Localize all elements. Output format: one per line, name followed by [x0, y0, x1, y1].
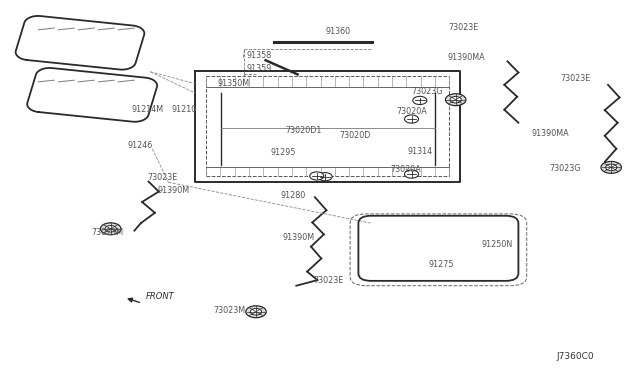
Text: 73023E: 73023E	[314, 276, 344, 285]
Text: 73023G: 73023G	[412, 87, 443, 96]
Circle shape	[318, 173, 332, 181]
Text: 91275: 91275	[429, 260, 454, 269]
Text: 73020D: 73020D	[339, 131, 371, 140]
Text: 73023M: 73023M	[92, 228, 124, 237]
Text: 73023M: 73023M	[214, 306, 246, 315]
Text: 73020D1: 73020D1	[285, 126, 322, 135]
Text: 91295: 91295	[271, 148, 296, 157]
Text: 91280: 91280	[280, 191, 305, 200]
Circle shape	[413, 96, 427, 105]
Text: 73023E: 73023E	[448, 23, 478, 32]
Text: 73023E: 73023E	[560, 74, 590, 83]
Text: 73020A: 73020A	[397, 107, 428, 116]
Circle shape	[310, 172, 324, 180]
Text: 91358: 91358	[246, 51, 271, 60]
Text: 91359: 91359	[246, 64, 272, 73]
Text: 91390M: 91390M	[283, 233, 315, 242]
Text: 91390M: 91390M	[157, 186, 189, 195]
Text: 73023E: 73023E	[147, 173, 177, 182]
Text: 91246: 91246	[128, 141, 153, 150]
Circle shape	[246, 306, 266, 318]
Text: FRONT: FRONT	[146, 292, 175, 301]
Text: 91250N: 91250N	[481, 240, 513, 249]
Text: 73020A: 73020A	[390, 165, 421, 174]
Text: 91390MA: 91390MA	[448, 53, 486, 62]
Text: J7360C0: J7360C0	[557, 352, 595, 361]
Circle shape	[445, 94, 466, 106]
Circle shape	[605, 164, 617, 171]
Text: 91210: 91210	[172, 105, 196, 114]
Text: 91314: 91314	[408, 147, 433, 156]
Circle shape	[450, 96, 461, 103]
Circle shape	[250, 308, 262, 315]
Text: 91350M: 91350M	[218, 79, 250, 88]
Text: 91214M: 91214M	[131, 105, 163, 114]
Text: 73023G: 73023G	[549, 164, 580, 173]
Text: 91360: 91360	[325, 27, 350, 36]
Circle shape	[404, 170, 419, 178]
Circle shape	[404, 115, 419, 123]
Circle shape	[105, 225, 116, 232]
Circle shape	[601, 161, 621, 173]
Text: 91390MA: 91390MA	[531, 129, 569, 138]
Circle shape	[100, 223, 121, 235]
